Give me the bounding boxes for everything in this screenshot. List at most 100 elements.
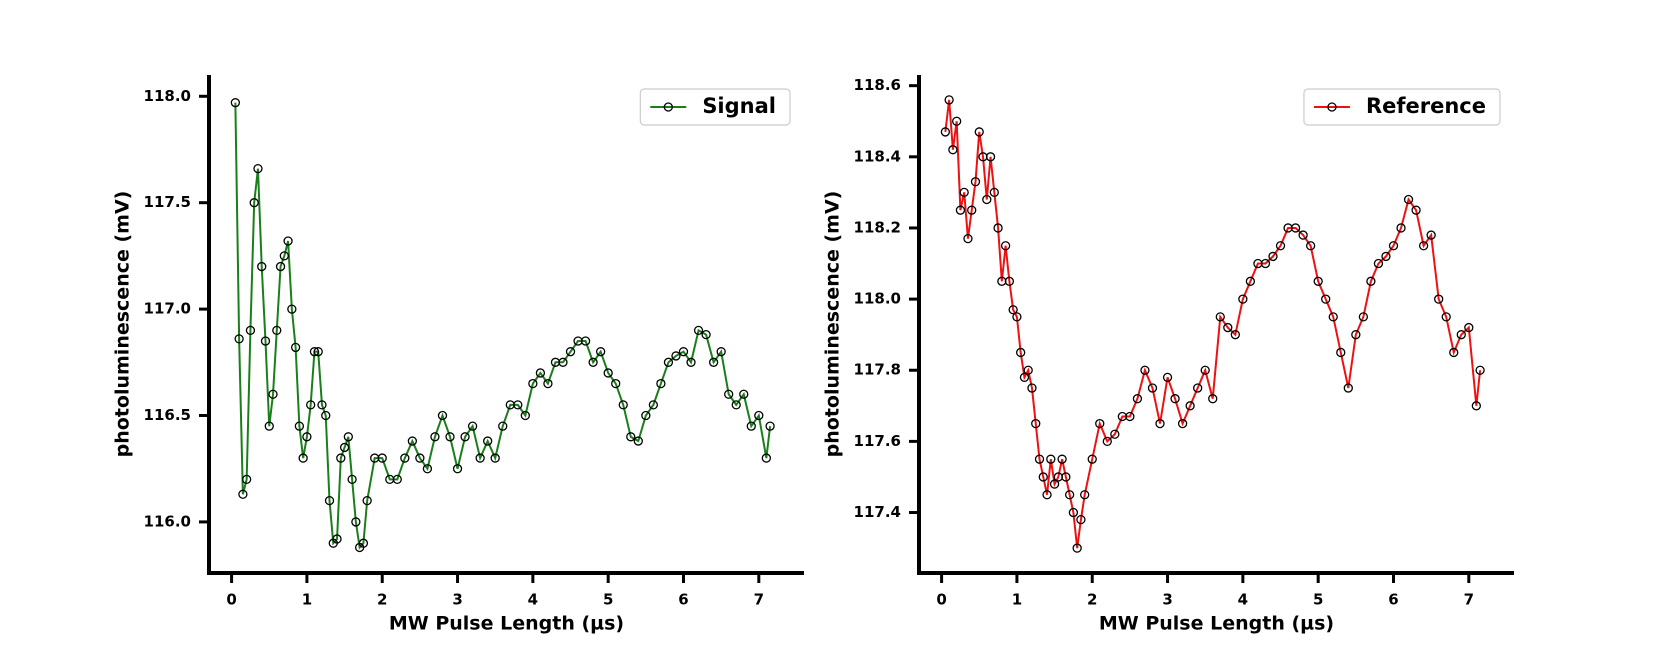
point [1230,330,1240,340]
point [238,489,248,499]
point [1076,514,1086,525]
point [963,233,973,244]
point [1418,241,1429,251]
point [358,538,369,548]
x-tick-label: 5 [1313,591,1323,609]
panel: 117.4 117.6 117.8 118.0 118.2 118.4 118.6 0 1 2 3 4… [822,75,1514,635]
y-tick-label: 118.0 [144,87,191,105]
point [445,432,455,442]
point [1305,241,1316,251]
point [1008,305,1018,315]
point [580,336,591,346]
point [1328,312,1338,322]
point [1313,276,1323,286]
point [1016,347,1026,358]
point [618,400,628,410]
point [343,432,353,442]
point [321,410,331,421]
point [1381,251,1391,262]
point [528,378,538,389]
point [1336,347,1346,358]
point [430,432,440,442]
point [1208,394,1218,404]
point [1434,294,1444,304]
y-tick-label: 118.2 [854,218,901,236]
point [724,389,734,399]
x-tick-label: 5 [603,591,613,609]
point [437,410,448,421]
point [324,495,335,506]
point [317,400,327,410]
point [283,236,293,246]
y-tick-label: 118.4 [854,147,901,165]
point [234,334,244,344]
x-tick-label: 3 [1162,591,1172,609]
point [245,325,256,336]
point [1034,454,1045,464]
point [1185,401,1195,411]
point [543,378,553,389]
point [1000,241,1011,251]
point [1449,347,1459,358]
legend-marker [1327,102,1337,112]
point [1046,454,1056,464]
point [1087,454,1097,464]
point [1125,411,1135,422]
point [948,145,958,155]
legend-box [639,88,791,126]
point [1426,230,1436,240]
point [754,410,764,421]
point [985,152,996,162]
y-axis-label: photoluminescence (mV) [112,191,134,458]
point [272,325,282,336]
point [1275,241,1286,251]
point [1023,365,1033,375]
point [940,127,951,137]
point [460,432,470,442]
point [663,357,674,367]
point [257,261,267,272]
point [1200,365,1210,375]
point [967,205,977,215]
x-tick-label: 7 [754,591,764,609]
point [656,378,666,389]
point [415,453,425,463]
x-tick-label: 7 [1464,591,1474,609]
point [701,329,711,340]
y-tick-label: 118.0 [854,290,901,308]
panel: 116.0 116.5 117.0 117.5 118.0 0 1 2 3 4 5 6 7 MW Puls… [112,75,804,635]
x-tick-label: 0 [936,591,946,609]
y-tick-label: 117.8 [854,361,901,379]
legend: Signal [639,88,791,126]
point [1068,507,1079,518]
point [1268,251,1278,262]
point [268,389,278,399]
point [1358,312,1369,322]
point [1343,383,1353,393]
point [678,347,689,357]
point [982,194,992,205]
point [1162,372,1173,383]
legend-marker [663,102,673,112]
point [377,453,387,463]
point [483,436,493,446]
point [989,187,999,198]
point [1095,418,1105,429]
point [611,378,621,389]
x-axis-label: MW Pulse Length (µs) [1099,613,1334,635]
point [603,368,613,378]
point [944,95,954,105]
point [686,357,696,367]
point [332,534,342,544]
series-line [944,99,1482,549]
point [731,400,741,410]
point [1471,401,1481,411]
point [407,436,418,446]
point [475,453,485,463]
point [1038,472,1048,482]
point [746,421,756,431]
point [339,442,350,453]
point [275,261,286,272]
point [1019,372,1030,383]
